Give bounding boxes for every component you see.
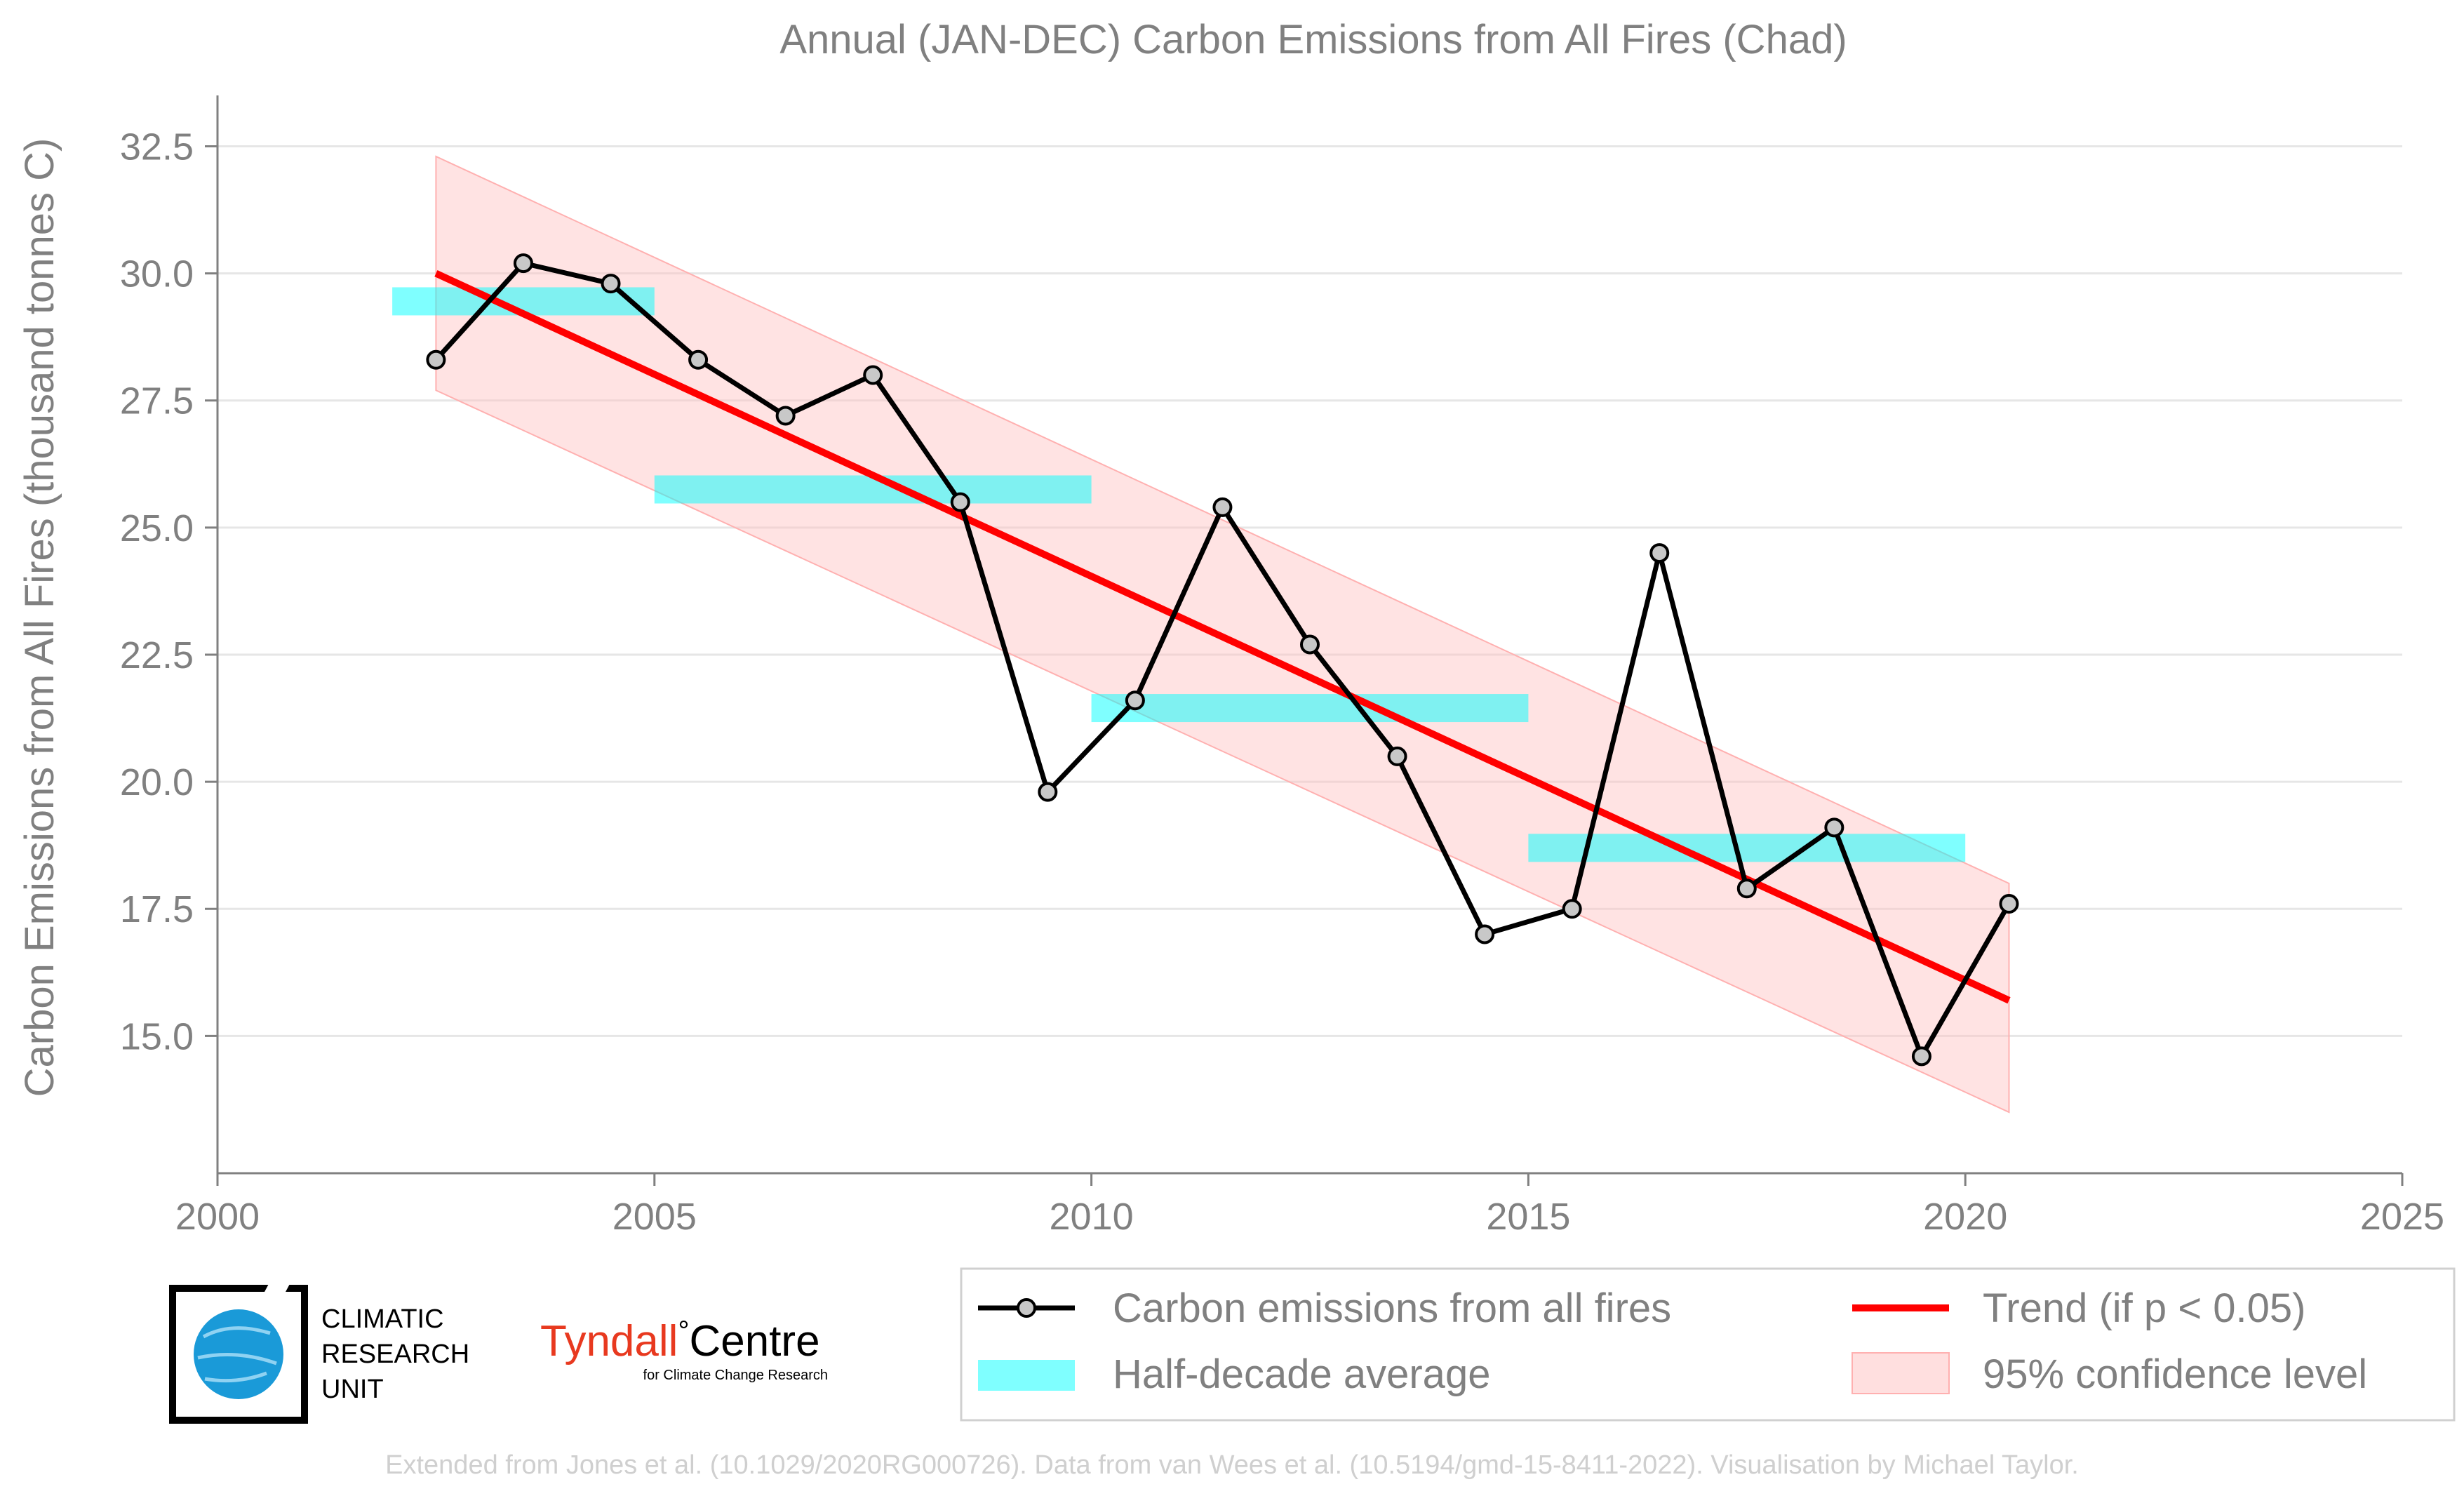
cru-text-line3: UNIT: [321, 1375, 384, 1404]
tyndall-centre: Centre: [689, 1317, 819, 1365]
emissions-point: [1649, 543, 1670, 563]
legend-confidence-label: 95% confidence level: [1983, 1351, 2367, 1397]
globe-swirl-icon: [197, 1326, 277, 1383]
trend-line: [434, 270, 2011, 1004]
tyndall-degree: °: [678, 1316, 689, 1347]
legend-frame: [960, 1267, 2456, 1422]
legend-emissions-marker: [1017, 1298, 1036, 1318]
y-axis-label: Carbon Emissions from All Fires (thousan…: [17, 138, 62, 1097]
emissions-point: [688, 349, 709, 370]
emissions-point: [1212, 497, 1233, 517]
cru-logo-frame: [169, 1285, 308, 1424]
trend-layer: [434, 270, 2011, 1004]
cru-text-line1: CLIMATIC: [321, 1304, 444, 1334]
emissions-point: [1300, 634, 1320, 655]
y-tick-label: 32.5: [120, 126, 194, 168]
y-tick-label: 30.0: [120, 253, 194, 295]
legend-emissions-label: Carbon emissions from all fires: [1113, 1285, 1671, 1331]
x-tick-label: 2000: [175, 1196, 260, 1238]
tyndall-logo: Tyndall°Centre for Climate Change Resear…: [540, 1316, 828, 1383]
emissions-point: [1736, 879, 1757, 899]
x-tick-label: 2005: [612, 1196, 697, 1238]
gridlines: [217, 145, 2402, 1037]
half-decade-bar: [1528, 834, 1966, 862]
x-tick-labels: 2000 2005 2010 2015 2020 2025: [175, 1196, 2444, 1238]
emissions-point: [1999, 894, 2019, 914]
y-tick-label: 17.5: [120, 888, 194, 930]
tyndall-name: Tyndall: [540, 1317, 678, 1365]
emissions-point: [1911, 1046, 1931, 1067]
y-tick-label: 25.0: [120, 507, 194, 549]
legend-half-decade-label: Half-decade average: [1113, 1351, 1490, 1397]
credit-text: Extended from Jones et al. (10.1029/2020…: [385, 1450, 2079, 1480]
half-decade-layer: [392, 287, 1966, 862]
x-tick-label: 2020: [1923, 1196, 2007, 1238]
emissions-point: [513, 253, 533, 274]
y-tick-label: 20.0: [120, 761, 194, 803]
x-tick-label: 2025: [2360, 1196, 2444, 1238]
emissions-point: [775, 406, 796, 426]
half-decade-bar: [654, 475, 1092, 504]
emissions-point: [1125, 690, 1145, 711]
legend-confidence-swatch: [1852, 1352, 1950, 1394]
half-decade-bar: [1091, 694, 1529, 723]
emissions-point: [950, 492, 970, 512]
emissions-point: [601, 274, 621, 294]
y-tick-label: 27.5: [120, 380, 194, 422]
y-tick-label: 22.5: [120, 634, 194, 676]
emissions-point: [426, 349, 446, 370]
cru-text-line2: RESEARCH: [321, 1340, 469, 1369]
legend: Carbon emissions from all fires Half-dec…: [960, 1267, 2456, 1422]
emissions-point: [1038, 782, 1058, 802]
y-tick-label: 15.0: [120, 1015, 194, 1057]
axes: [205, 95, 2404, 1186]
chart-title: Annual (JAN-DEC) Carbon Emissions from A…: [779, 17, 1847, 62]
legend-trend-label: Trend (if p < 0.05): [1983, 1285, 2305, 1331]
emissions-point: [1562, 899, 1582, 919]
tyndall-subtitle: for Climate Change Research: [643, 1368, 828, 1383]
y-tick-labels: 15.0 17.5 20.0 22.5 25.0 27.5 30.0 32.5: [120, 126, 194, 1057]
cru-logo-notch: [248, 1283, 290, 1322]
legend-half-decade-swatch: [978, 1360, 1075, 1391]
emissions-point: [1387, 746, 1407, 766]
emissions-point: [863, 365, 883, 385]
series-layer: [426, 253, 2019, 1067]
cru-logo: CLIMATIC RESEARCH UNIT: [169, 1283, 469, 1424]
emissions-point: [1824, 817, 1844, 838]
svg-text:Tyndall°Centre: Tyndall°Centre: [540, 1316, 820, 1365]
x-tick-label: 2015: [1486, 1196, 1570, 1238]
emissions-point: [1475, 924, 1495, 944]
x-tick-label: 2010: [1050, 1196, 1134, 1238]
